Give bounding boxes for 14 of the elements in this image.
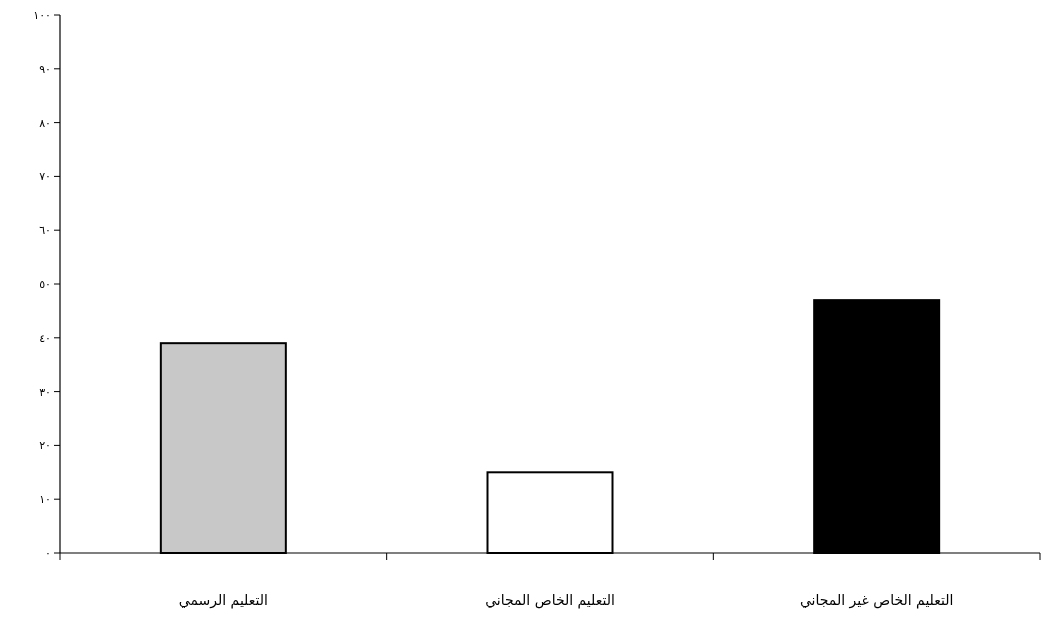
y-tick-label: ٦٠: [39, 224, 51, 238]
y-tick-label: ٩٠: [39, 62, 51, 76]
y-tick-label: ٢٠: [39, 439, 51, 453]
x-tick-label: التعليم الخاص المجاني: [485, 592, 615, 609]
y-tick-label: ٠: [45, 547, 51, 560]
x-tick-label: التعليم الرسمي: [178, 592, 268, 609]
y-tick-label: ٨٠: [39, 116, 51, 130]
y-tick-label: ١٠: [39, 493, 51, 507]
y-tick-label: ٤٠: [39, 331, 51, 345]
x-tick-label: التعليم الخاص غير المجاني: [799, 592, 954, 609]
y-tick-label: ٥٠: [39, 278, 51, 291]
y-tick-label: ١٠٠: [33, 9, 51, 22]
y-tick-label: ٣٠: [39, 385, 51, 399]
y-tick-label: ٧٠: [39, 170, 51, 184]
